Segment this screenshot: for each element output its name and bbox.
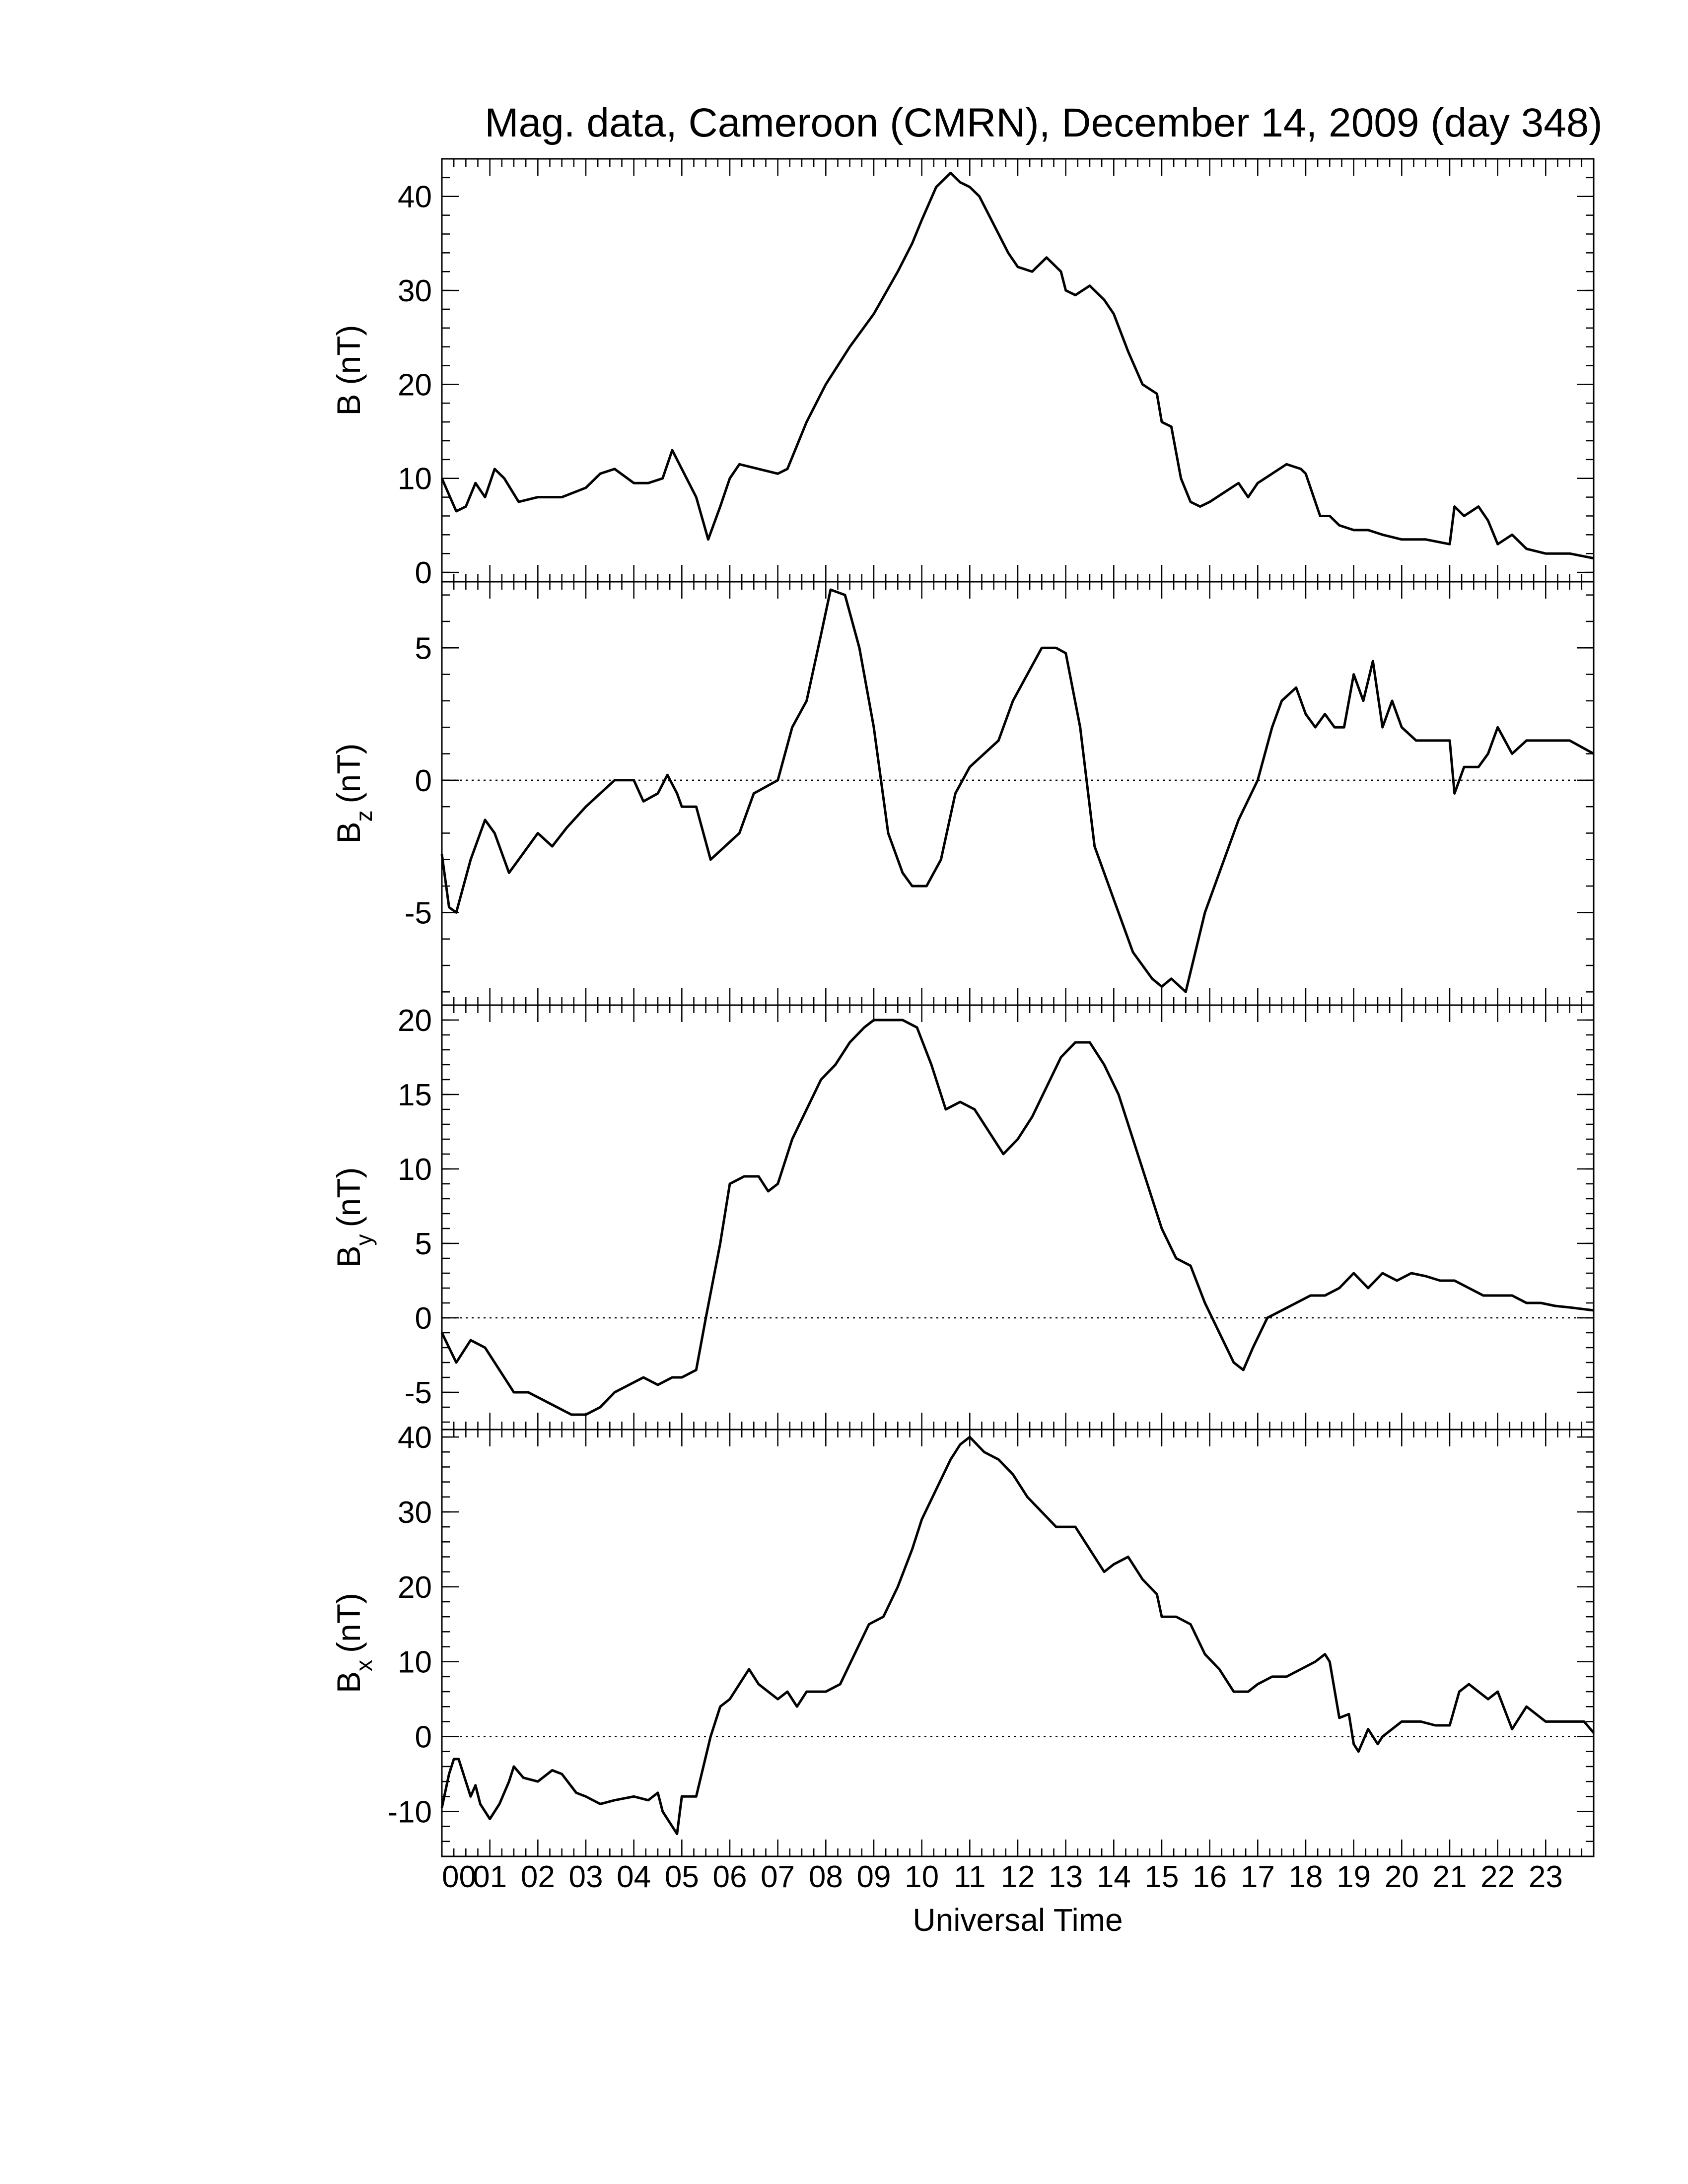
y-tick-label: 0: [415, 556, 432, 590]
x-tick-label: 02: [521, 1860, 555, 1894]
y-tick-label: 10: [398, 462, 432, 496]
y-axis-label-By: By (nT): [330, 1167, 377, 1267]
y-tick-label: 20: [398, 1004, 432, 1038]
x-tick-label: 05: [665, 1860, 699, 1894]
y-axis-label-unit: (nT): [330, 1167, 367, 1227]
x-tick-label: 00: [442, 1860, 476, 1894]
x-tick-label: 13: [1049, 1860, 1083, 1894]
y-axis-label-B: B (nT): [330, 325, 367, 415]
y-tick-label: 30: [398, 1496, 432, 1530]
panel-By: -5 0 5 10 15 20 By (nT): [330, 1004, 1595, 1431]
y-axis-label-subscript: z: [351, 810, 377, 821]
y-axis-label-unit: (nT): [330, 743, 367, 803]
y-tick-label: -10: [387, 1795, 432, 1829]
y-axis-label-main: B: [330, 394, 367, 415]
x-tick-label: 19: [1336, 1860, 1371, 1894]
panel-Bx: -10 0 10 20 30 40 Bx (nT): [330, 1421, 1595, 1857]
x-tick-label: 11: [954, 1860, 985, 1894]
y-tick-label: 5: [415, 631, 432, 666]
x-axis-label: Universal Time: [913, 1902, 1123, 1938]
y-tick-label: 15: [398, 1078, 432, 1112]
y-axis-label-unit: (nT): [330, 1593, 367, 1653]
y-tick-label: 40: [398, 1421, 432, 1455]
y-tick-label: 10: [398, 1645, 432, 1680]
y-tick-label: 20: [398, 368, 432, 402]
x-tick-label: 15: [1145, 1860, 1179, 1894]
y-tick-label: 40: [398, 180, 432, 214]
panel-B: 0 10 20 30 40 B (nT): [330, 158, 1595, 590]
x-tick-label: 20: [1385, 1860, 1419, 1894]
y-tick-label: 0: [415, 764, 432, 798]
y-axis-label-main: B: [330, 821, 367, 843]
series-line-By-0: [440, 1019, 1594, 1416]
y-axis-label-main: B: [330, 1245, 367, 1267]
x-tick-label: 22: [1480, 1860, 1515, 1894]
y-tick-label: 5: [415, 1227, 432, 1261]
y-axis-label-subscript: y: [351, 1234, 377, 1245]
x-tick-label: 08: [809, 1860, 843, 1894]
x-tick-label: 14: [1097, 1860, 1131, 1894]
x-tick-label: 12: [1001, 1860, 1035, 1894]
x-tick-label: 17: [1241, 1860, 1275, 1894]
series-line-Bx-0: [440, 1435, 1595, 1836]
y-axis-label-Bx: Bx (nT): [330, 1593, 377, 1693]
series-line-Bz-0: [440, 588, 1595, 993]
y-axis-label-main: B: [330, 1671, 367, 1693]
series-line-B-0: [440, 171, 1594, 560]
x-tick-label: 06: [713, 1860, 747, 1894]
y-tick-label: 10: [398, 1153, 432, 1187]
y-tick-label: 0: [415, 1720, 432, 1755]
x-tick-label: 09: [857, 1860, 891, 1894]
panels-group: 0 10 20 30 40 B (nT) -5 0 5 Bz (nT) -5 0 5 10 15 20 By (nT)…: [330, 158, 1595, 1857]
y-tick-label: -5: [405, 896, 432, 930]
y-tick-label: 20: [398, 1570, 432, 1605]
x-tick-label: 07: [761, 1860, 795, 1894]
x-tick-label: 03: [569, 1860, 603, 1894]
chart-title: Mag. data, Cameroon (CMRN), December 14,…: [485, 100, 1602, 145]
x-tick-label: 23: [1529, 1860, 1563, 1894]
y-tick-label: 0: [415, 1301, 432, 1336]
x-tick-label: 16: [1193, 1860, 1227, 1894]
y-tick-label: 30: [398, 274, 432, 308]
y-axis-label-subscript: x: [351, 1660, 377, 1671]
y-axis-label-Bz: Bz (nT): [330, 743, 377, 843]
y-axis-label-unit: (nT): [330, 325, 367, 385]
x-tick-label: 18: [1289, 1860, 1323, 1894]
y-tick-label: -5: [405, 1376, 432, 1410]
x-tick-label: 04: [617, 1860, 651, 1894]
x-tick-label: 01: [473, 1860, 507, 1894]
x-tick-label: 21: [1433, 1860, 1467, 1894]
x-tick-label: 10: [905, 1860, 939, 1894]
